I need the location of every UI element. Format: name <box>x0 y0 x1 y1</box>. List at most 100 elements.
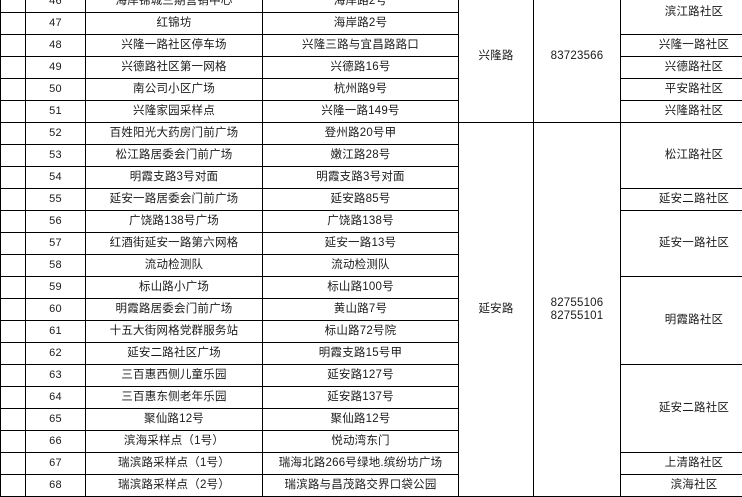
cell-address: 聚仙路12号 <box>263 409 459 431</box>
cell-index: 51 <box>26 101 86 123</box>
cell-index: 65 <box>26 409 86 431</box>
cell-index: 55 <box>26 189 86 211</box>
row-gutter <box>1 79 26 101</box>
row-gutter <box>1 343 26 365</box>
phone-number: 83723566 <box>535 50 619 62</box>
row-gutter <box>1 233 26 255</box>
row-gutter <box>1 13 26 35</box>
row-gutter <box>1 57 26 79</box>
cell-site-name: 聚仙路12号 <box>86 409 263 431</box>
cell-address: 登州路20号甲 <box>263 123 459 145</box>
row-gutter <box>1 0 26 13</box>
cell-index: 63 <box>26 365 86 387</box>
phone-number: 82755106 <box>535 297 619 309</box>
cell-index: 53 <box>26 145 86 167</box>
cell-site-name: 兴隆一路社区停车场 <box>86 35 263 57</box>
cell-address: 兴德路16号 <box>263 57 459 79</box>
row-gutter <box>1 299 26 321</box>
cell-address: 兴隆三路与宜昌路路口 <box>263 35 459 57</box>
cell-address: 延安路85号 <box>263 189 459 211</box>
cell-address: 广饶路138号 <box>263 211 459 233</box>
cell-community: 延安二路社区 <box>621 189 742 211</box>
cell-site-name: 瑞滨路采样点（1号） <box>86 453 263 475</box>
cell-index: 52 <box>26 123 86 145</box>
cell-street: 延安路 <box>459 123 534 497</box>
cell-address: 兴隆一路149号 <box>263 101 459 123</box>
cell-community: 滨江路社区 <box>621 0 742 35</box>
row-gutter <box>1 431 26 453</box>
row-gutter <box>1 321 26 343</box>
row-gutter <box>1 35 26 57</box>
cell-address: 标山路72号院 <box>263 321 459 343</box>
cell-site-name: 红锦坊 <box>86 13 263 35</box>
cell-address: 标山路100号 <box>263 277 459 299</box>
cell-street: 兴隆路 <box>459 0 534 123</box>
row-gutter <box>1 453 26 475</box>
cell-site-name: 十五大街网格党群服务站 <box>86 321 263 343</box>
row-gutter <box>1 145 26 167</box>
cell-site-name: 流动检测队 <box>86 255 263 277</box>
cell-site-name: 百姓阳光大药房门前广场 <box>86 123 263 145</box>
cell-site-name: 南公司小区广场 <box>86 79 263 101</box>
cell-index: 58 <box>26 255 86 277</box>
row-gutter <box>1 365 26 387</box>
cell-community: 兴隆一路社区 <box>621 35 742 57</box>
cell-address: 海岸路2号 <box>263 0 459 13</box>
cell-community: 延安一路社区 <box>621 211 742 277</box>
cell-community: 明霞路社区 <box>621 277 742 365</box>
cell-site-name: 广饶路138号广场 <box>86 211 263 233</box>
cell-site-name: 延安二路社区广场 <box>86 343 263 365</box>
cell-index: 67 <box>26 453 86 475</box>
row-gutter <box>1 409 26 431</box>
cell-address: 延安路137号 <box>263 387 459 409</box>
cell-address: 嫩江路28号 <box>263 145 459 167</box>
row-gutter <box>1 189 26 211</box>
cell-address: 流动检测队 <box>263 255 459 277</box>
cell-site-name: 海岸锦城三期营销中心 <box>86 0 263 13</box>
cell-index: 47 <box>26 13 86 35</box>
cell-community: 松江路社区 <box>621 123 742 189</box>
cell-address: 杭州路9号 <box>263 79 459 101</box>
cell-site-name: 三百惠东侧老年乐园 <box>86 387 263 409</box>
row-gutter <box>1 211 26 233</box>
cell-site-name: 明霞支路3号对面 <box>86 167 263 189</box>
row-gutter <box>1 167 26 189</box>
cell-index: 64 <box>26 387 86 409</box>
row-gutter <box>1 387 26 409</box>
cell-site-name: 兴德路社区第一网格 <box>86 57 263 79</box>
cell-address: 悦动湾东门 <box>263 431 459 453</box>
cell-index: 50 <box>26 79 86 101</box>
cell-site-name: 明霞路居委会门前广场 <box>86 299 263 321</box>
cell-address: 延安路127号 <box>263 365 459 387</box>
cell-index: 60 <box>26 299 86 321</box>
cell-address: 明霞支路15号甲 <box>263 343 459 365</box>
cell-index: 57 <box>26 233 86 255</box>
cell-address: 黄山路7号 <box>263 299 459 321</box>
cell-site-name: 延安一路居委会门前广场 <box>86 189 263 211</box>
cell-index: 49 <box>26 57 86 79</box>
row-gutter <box>1 277 26 299</box>
cell-address: 海岸路2号 <box>263 13 459 35</box>
cell-index: 62 <box>26 343 86 365</box>
cell-site-name: 滨海采样点（1号） <box>86 431 263 453</box>
cell-community: 上清路社区 <box>621 453 742 475</box>
cell-index: 59 <box>26 277 86 299</box>
cell-site-name: 松江路居委会门前广场 <box>86 145 263 167</box>
cell-address: 延安一路13号 <box>263 233 459 255</box>
row-gutter <box>1 255 26 277</box>
cell-address: 瑞海北路266号绿地.缤纷坊广场 <box>263 453 459 475</box>
cell-community: 兴德路社区 <box>621 57 742 79</box>
cell-index: 61 <box>26 321 86 343</box>
cell-site-name: 标山路小广场 <box>86 277 263 299</box>
